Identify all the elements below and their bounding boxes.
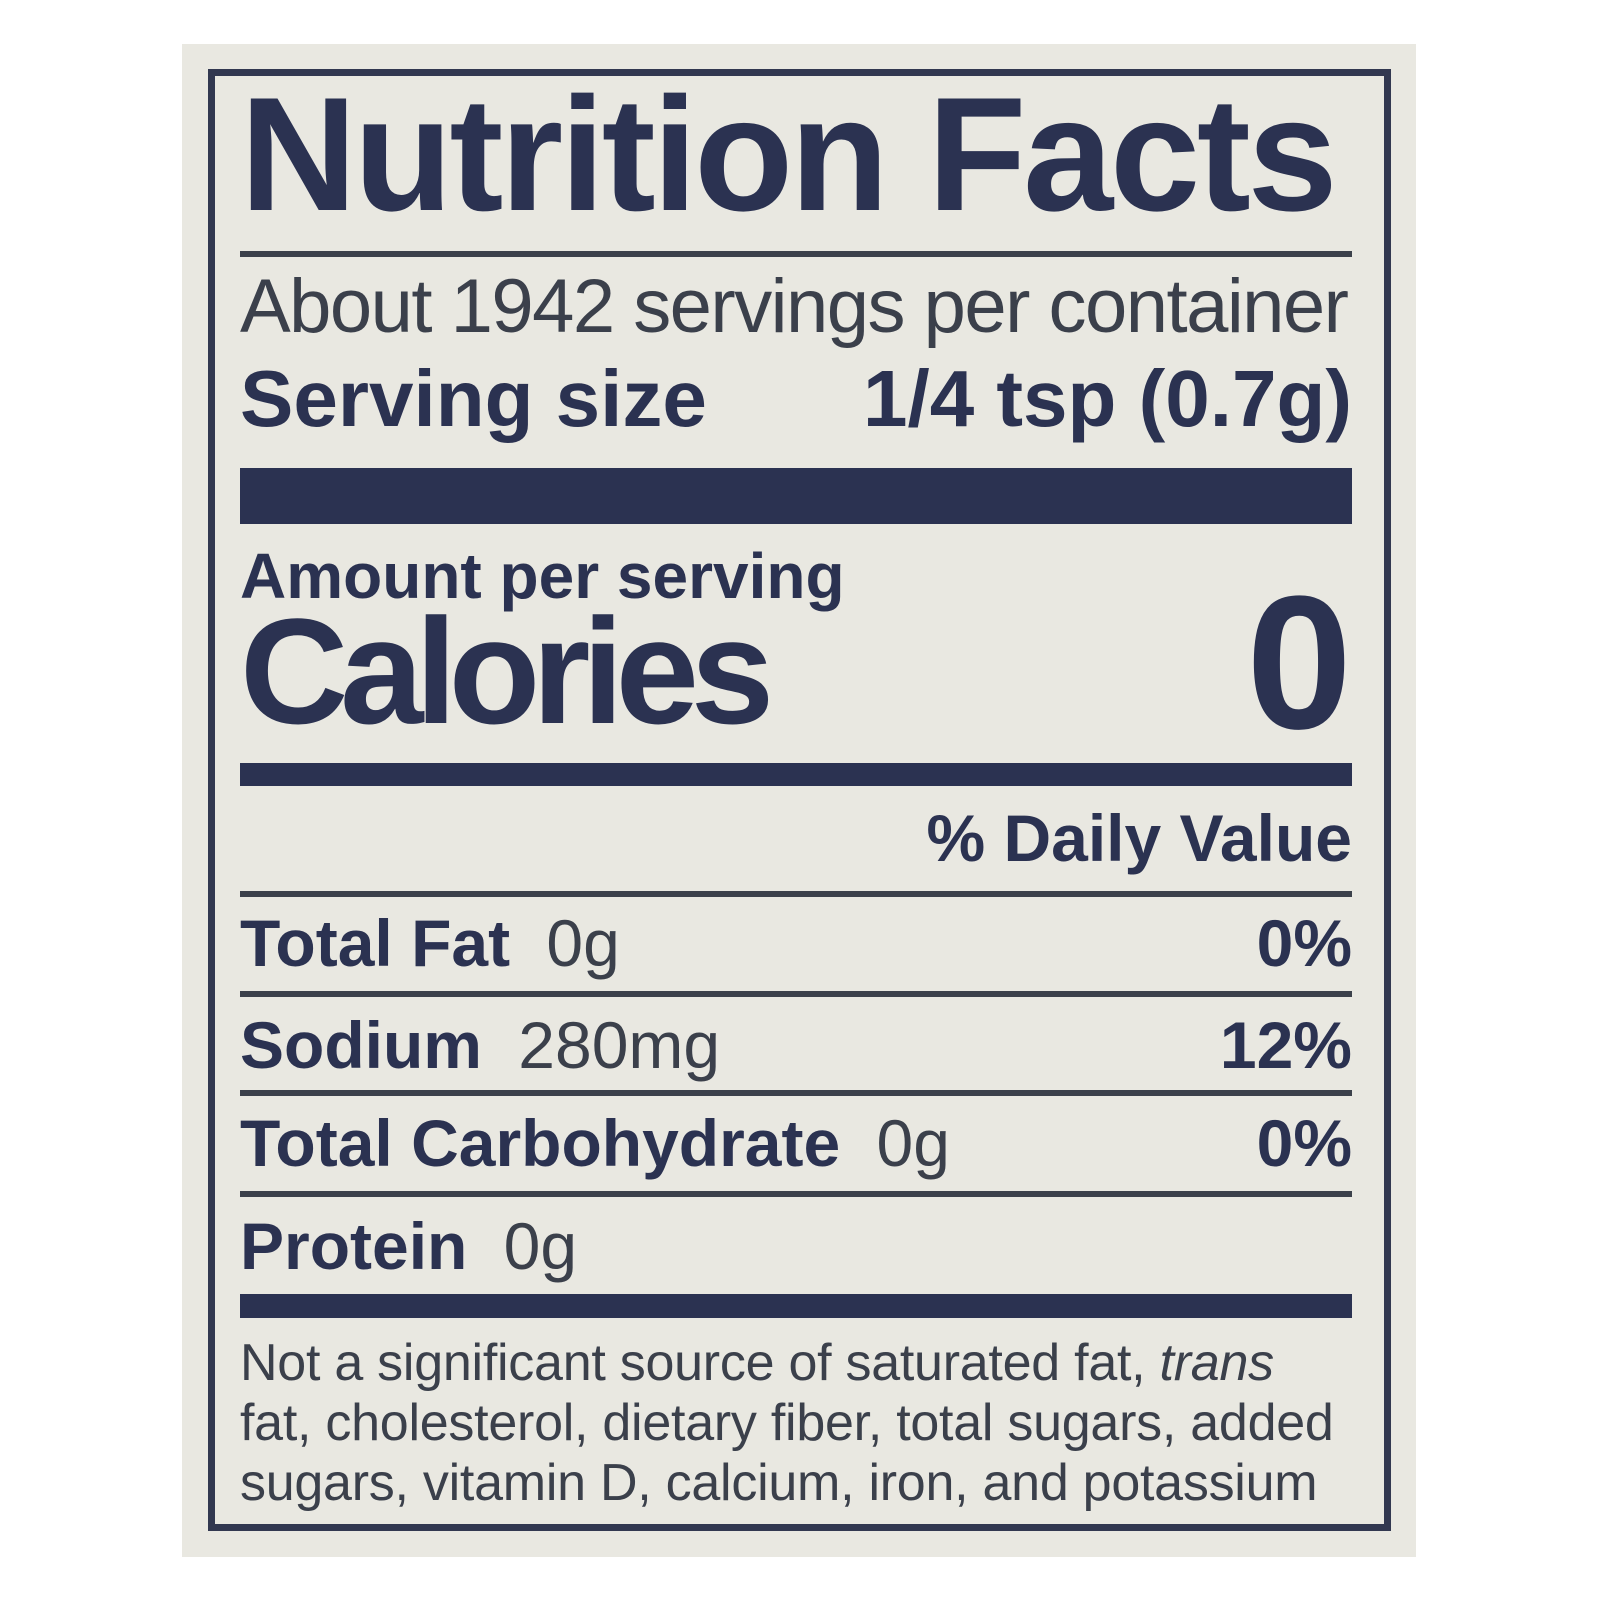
- footnote-trans-italic: trans: [1159, 1334, 1275, 1392]
- section-bar-thick-top: [240, 468, 1352, 524]
- divider-row-4: [240, 1191, 1352, 1197]
- nutrient-name-group: Total Fat 0g: [240, 910, 620, 976]
- nutrient-name: Sodium: [240, 1008, 482, 1082]
- footnote-line1: Not a significant source of saturated fa…: [240, 1334, 1160, 1392]
- nutrient-row-sodium: Sodium 280mg 12%: [240, 1012, 1352, 1078]
- nutrient-amount: 0g: [876, 1106, 950, 1180]
- divider-row-2: [240, 991, 1352, 997]
- nutrient-daily-value: 12%: [1219, 1008, 1352, 1082]
- divider-row-3: [240, 1090, 1352, 1096]
- section-bar-thick-bottom: [240, 1294, 1352, 1318]
- nutrient-daily-value: 0%: [1256, 1106, 1352, 1180]
- amount-per-serving-label: Amount per serving: [240, 540, 845, 612]
- calories-row: Calories 0: [240, 568, 1352, 788]
- serving-size-value: 1/4 tsp (0.7g): [862, 354, 1352, 443]
- nutrient-name-group: Total Carbohydrate 0g: [240, 1110, 950, 1176]
- calories-underbar: [240, 763, 1352, 786]
- nutrient-name-group: Protein 0g: [240, 1213, 577, 1279]
- nutrient-name: Total Fat: [240, 906, 511, 980]
- nutrition-facts-title: Nutrition Facts: [240, 64, 1338, 245]
- servings-per-container: About 1942 servings per container: [240, 264, 1349, 349]
- nutrient-daily-value: 0%: [1256, 906, 1352, 980]
- nutrient-row-total-fat: Total Fat 0g 0%: [240, 910, 1352, 976]
- divider-row-1: [240, 891, 1352, 897]
- nutrient-row-protein: Protein 0g: [240, 1213, 1352, 1279]
- nutrient-amount: 0g: [546, 906, 620, 980]
- daily-value-header: % Daily Value: [926, 801, 1352, 875]
- nutrient-row-total-carbohydrate: Total Carbohydrate 0g 0%: [240, 1110, 1352, 1176]
- nutrient-amount: 0g: [503, 1209, 578, 1283]
- label-border: [208, 69, 1391, 1531]
- nutrient-name: Total Carbohydrate: [240, 1106, 841, 1180]
- footnote-line2: fat, cholesterol, dietary fiber, total s…: [240, 1394, 1334, 1452]
- footnote-line3: sugars, vitamin D, calcium, iron, and po…: [240, 1454, 1318, 1512]
- calories-value: 0: [1246, 557, 1352, 769]
- serving-size-label: Serving size: [240, 354, 707, 443]
- nutrition-label: Nutrition Facts About 1942 servings per …: [182, 44, 1416, 1557]
- calories-label: Calories: [240, 587, 774, 755]
- nutrient-name: Protein: [240, 1209, 468, 1283]
- divider-under-title: [240, 251, 1352, 257]
- nutrient-name-group: Sodium 280mg: [240, 1012, 720, 1078]
- footnote-text: Not a significant source of saturated fa…: [240, 1333, 1352, 1513]
- serving-size-row: Serving size 1/4 tsp (0.7g): [240, 359, 1352, 439]
- nutrient-amount: 280mg: [518, 1008, 721, 1082]
